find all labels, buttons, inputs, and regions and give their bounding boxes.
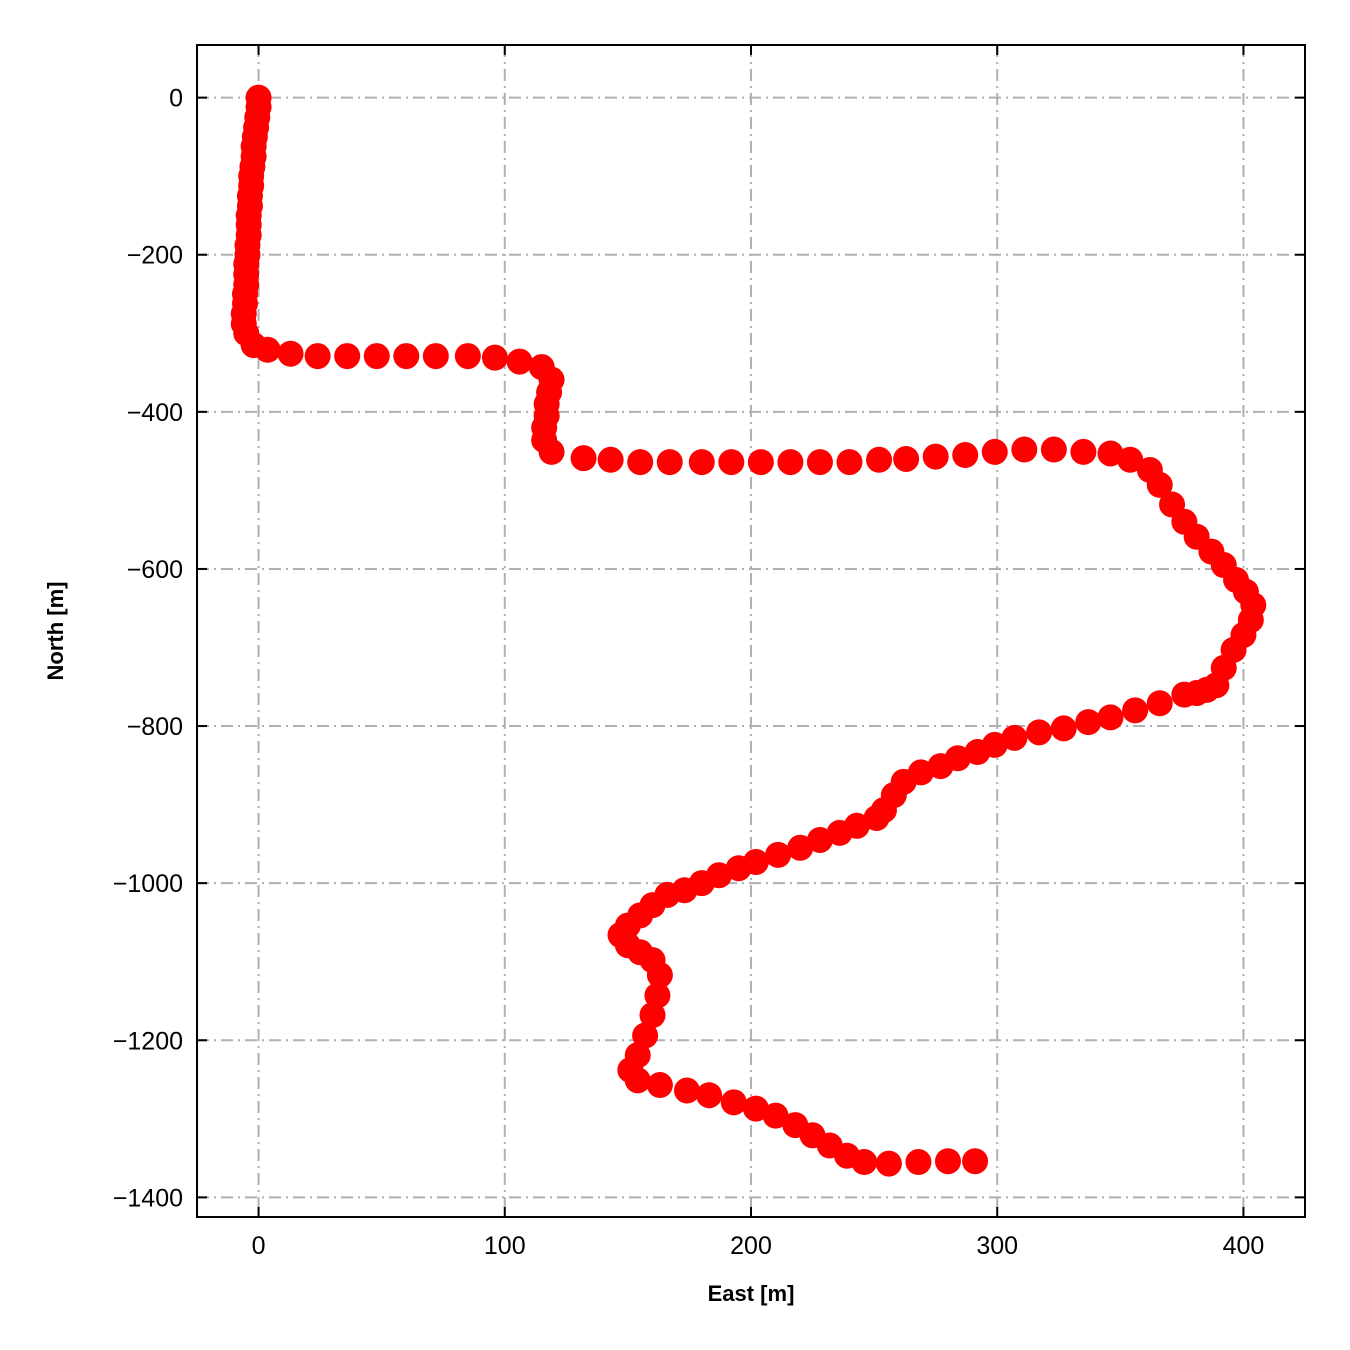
y-tick-label: −1000 (113, 870, 183, 898)
data-point (1171, 681, 1198, 708)
y-tick-label: −1400 (113, 1184, 183, 1212)
data-point (1146, 471, 1173, 498)
x-tick-label: 200 (730, 1232, 772, 1260)
data-point (393, 343, 420, 370)
data-point (806, 826, 833, 853)
data-point (646, 962, 673, 989)
data-point (1122, 697, 1149, 724)
x-tick-label: 0 (252, 1232, 266, 1260)
data-point (1097, 440, 1124, 467)
data-point (747, 449, 774, 476)
data-point (304, 343, 331, 370)
x-tick-label: 400 (1223, 1232, 1265, 1260)
x-tick-label: 100 (484, 1232, 526, 1260)
data-point (720, 1089, 747, 1116)
y-axis-label: North [m] (43, 582, 68, 681)
data-point (1097, 704, 1124, 731)
data-points (230, 84, 1267, 1177)
data-point (787, 834, 814, 861)
data-point (627, 449, 654, 476)
data-point (806, 449, 833, 476)
data-point (762, 1102, 789, 1129)
data-point (875, 1150, 902, 1177)
data-point (597, 446, 624, 473)
data-point (454, 343, 481, 370)
x-axis-label: East [m] (708, 1281, 795, 1306)
data-point (624, 1067, 651, 1094)
data-point (363, 343, 390, 370)
y-tick-label: −400 (127, 399, 183, 427)
data-point (765, 841, 792, 868)
data-point (506, 348, 533, 375)
data-point (646, 1072, 673, 1099)
data-point (1040, 436, 1067, 463)
data-point (696, 1082, 723, 1109)
data-point (639, 1002, 666, 1029)
data-point (656, 449, 683, 476)
data-point (927, 753, 954, 780)
data-point (1075, 709, 1102, 736)
data-point (836, 449, 863, 476)
y-tick-label: −600 (127, 556, 183, 584)
data-point (866, 446, 893, 473)
data-point (934, 1148, 961, 1175)
ticks: 0 100 200 300 400 0 −200 −400 −600 −800 −1000 −1200… (113, 45, 1305, 1260)
data-point (952, 442, 979, 469)
data-point (826, 819, 853, 846)
data-point (673, 1077, 700, 1104)
data-point (905, 1149, 932, 1176)
data-point (1146, 690, 1173, 717)
data-point (1011, 436, 1038, 463)
data-point (570, 445, 597, 472)
data-point (1117, 446, 1144, 473)
data-point (718, 449, 745, 476)
data-point (644, 982, 671, 1009)
data-point (777, 449, 804, 476)
y-tick-label: 0 (169, 85, 183, 113)
data-point (1026, 719, 1053, 746)
data-point (254, 336, 281, 363)
data-point (962, 1148, 989, 1175)
data-point (1001, 724, 1028, 751)
data-point (1050, 715, 1077, 742)
y-tick-label: −800 (127, 713, 183, 741)
data-point (851, 1149, 878, 1176)
data-point (742, 1095, 769, 1122)
data-point (334, 343, 361, 370)
data-point (893, 445, 920, 472)
data-point (481, 344, 508, 371)
data-point (981, 438, 1008, 465)
data-point (632, 1022, 659, 1049)
grid (197, 45, 1305, 1217)
data-point (422, 343, 449, 370)
data-point (922, 443, 949, 470)
data-point (538, 438, 565, 465)
data-point (964, 738, 991, 765)
data-point (688, 449, 715, 476)
y-tick-label: −1200 (113, 1027, 183, 1055)
x-tick-label: 300 (976, 1232, 1018, 1260)
data-point (863, 804, 890, 831)
data-point (725, 855, 752, 882)
data-point (1070, 438, 1097, 465)
data-point (277, 340, 304, 367)
y-tick-label: −200 (127, 242, 183, 270)
